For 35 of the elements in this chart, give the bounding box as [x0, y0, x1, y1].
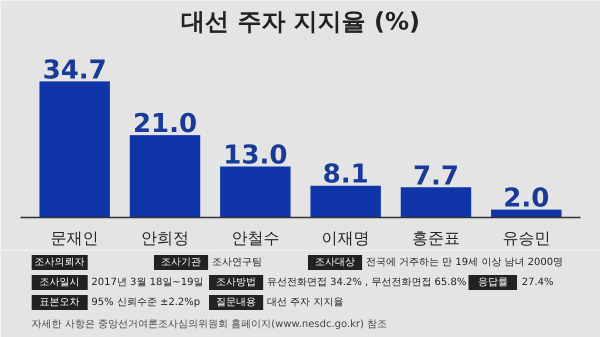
bar: [400, 187, 472, 218]
text: 2017년 3월 18일~19일: [91, 277, 204, 288]
data-label: 34.7: [42, 55, 107, 86]
text: 질문내용: [216, 297, 256, 308]
bar: [310, 186, 381, 218]
data-label: 21.0: [132, 109, 198, 140]
x-tick-label: 문재인: [50, 228, 99, 248]
text: 유선전화면접 34.2% , 무선전화면접 65.8%: [266, 277, 466, 288]
text: 95% 신뢰수준 ±2.2%p: [91, 297, 200, 308]
text: 조사기관: [161, 257, 202, 268]
x-tick-label: 안철수: [231, 228, 280, 248]
bar: [220, 166, 291, 218]
text: 조사연구팀: [212, 257, 262, 268]
data-label: 2.0: [503, 184, 550, 214]
text: 조사의뢰자: [34, 257, 85, 268]
text: 전국에 거주하는 만 19세 이상 남녀 2000명: [366, 257, 564, 268]
bar: [130, 135, 200, 218]
text: 조사일시: [40, 277, 80, 288]
text: 대선 주자 지지율: [266, 297, 344, 308]
text: 조사방법: [216, 277, 256, 288]
data-label: 13.0: [223, 140, 288, 170]
x-tick-label: 홍준표: [412, 228, 460, 248]
bar: [491, 210, 562, 218]
bar: [39, 81, 110, 218]
text: 조사대상: [315, 257, 356, 268]
text: 27.4%: [522, 277, 554, 288]
chart-title: 대선 주자 지지율 (%): [180, 8, 420, 36]
x-tick-label: 안희정: [141, 228, 190, 248]
x-tick-label: 이재명: [322, 228, 370, 248]
data-label: 7.7: [412, 161, 460, 192]
text: 표본오차: [40, 297, 80, 308]
text: 자세한 사항은 중앙선거여론조사심의위원회 홈페이지(www.nesdc.go.kr) 참조: [32, 319, 388, 330]
x-tick-label: 유승민: [502, 228, 550, 248]
data-label: 8.1: [322, 160, 369, 190]
text: 응답률: [478, 277, 508, 288]
